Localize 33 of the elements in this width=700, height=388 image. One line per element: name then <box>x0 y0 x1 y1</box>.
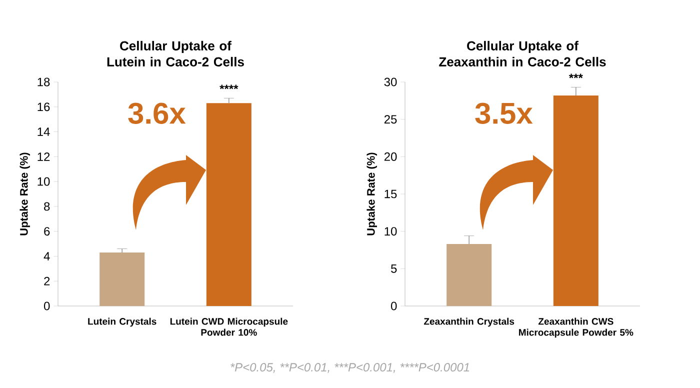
y-tick-label: 6 <box>44 227 50 236</box>
text: **P<0.01, <box>280 363 330 373</box>
y-tick-label: 10 <box>384 227 397 236</box>
y-tick-label: 8 <box>44 202 50 211</box>
x-tick-label: Zeaxanthin Crystals <box>424 318 514 327</box>
y-tick-label: 0 <box>391 302 397 310</box>
y-tick-label: 16 <box>38 102 50 112</box>
y-tick-label: 20 <box>384 152 397 161</box>
y-tick-label: 25 <box>384 115 397 124</box>
y-axis-title: Uptake Rate (%) <box>20 152 30 236</box>
y-tick-label: 4 <box>44 252 50 260</box>
x-tick-label: Lutein CWD Microcapsule Powder 10% <box>170 318 288 336</box>
y-tick-label: 0 <box>44 302 50 310</box>
y-tick-label: 30 <box>384 78 397 86</box>
x-tick-label: Lutein Crystals <box>88 318 156 327</box>
x-tick-label: Zeaxanthin CWS Microcapsule Powder 5% <box>519 318 634 338</box>
chart-title: Cellular Uptake of Zeaxanthin in Caco-2 Cells <box>439 40 606 66</box>
y-tick-label: 2 <box>44 276 50 286</box>
annotation: 3.5x <box>475 102 533 124</box>
y-tick-label: 18 <box>38 78 50 86</box>
text: *P<0.05, <box>230 363 275 373</box>
y-tick-label: 10 <box>38 177 50 186</box>
text: ***P<0.001, <box>334 363 395 373</box>
annotation: **** <box>220 84 238 90</box>
y-tick-label: 5 <box>391 264 397 273</box>
y-tick-label: 14 <box>38 128 50 136</box>
y-tick-label: 12 <box>38 152 50 161</box>
text: ****P<0.0001 <box>400 363 470 372</box>
annotation: 3.6x <box>128 102 186 124</box>
y-tick-label: 15 <box>384 190 397 198</box>
chart-title: Cellular Uptake of Lutein in Caco-2 Cells <box>107 40 244 66</box>
annotation: *** <box>568 74 583 78</box>
y-axis-title: Uptake Rate (%) <box>366 152 377 236</box>
